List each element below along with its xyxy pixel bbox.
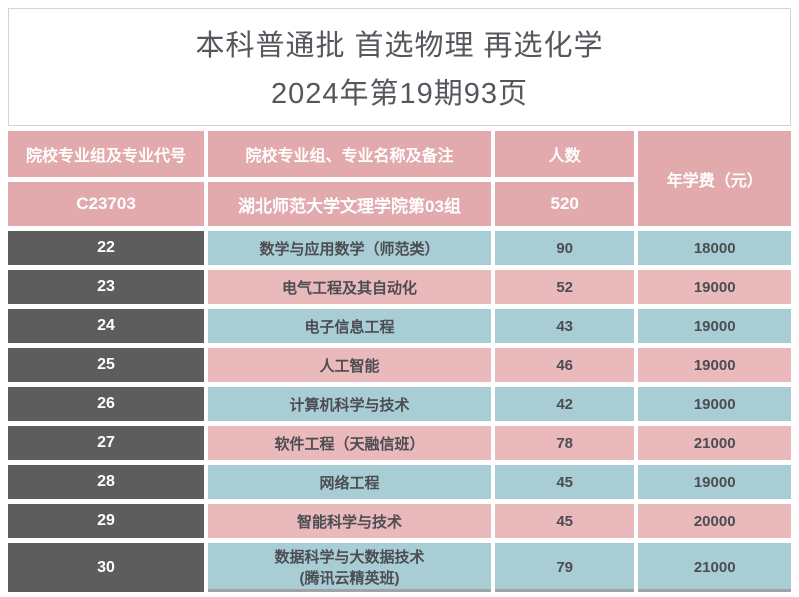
major-code-cell: 22 [8,231,205,265]
major-code-cell: 24 [8,309,205,343]
major-name: 电气工程及其自动化 [281,279,417,297]
major-code-cell: 26 [8,387,205,421]
table-row: 26 计算机科学与技术 42 19000 [8,387,791,421]
table-row: 29 智能科学与技术 45 20000 [8,504,791,538]
count-cell: 52 [494,270,635,304]
count-cell: 90 [494,231,635,265]
group-summary-row: C23703 湖北师范大学文理学院第03组 520 [8,182,791,226]
count-cell: 46 [494,348,635,382]
count-cell: 79 [494,543,635,592]
tuition-cell: 18000 [638,231,791,265]
header-major-name: 院校专业组、专业名称及备注 [208,131,491,177]
count-cell: 43 [494,309,635,343]
major-name-line2: (腾讯云精英班) [299,570,400,587]
group-name: 湖北师范大学文理学院第03组 [208,182,491,226]
count-cell: 45 [494,504,635,538]
major-name: 数据科学与大数据技术 [274,549,425,566]
major-name: 人工智能 [319,357,380,375]
table-header-row: 院校专业组及专业代号 院校专业组、专业名称及备注 人数 年学费（元） [8,131,791,226]
major-name: 计算机科学与技术 [289,396,410,414]
major-name-cell: 数据科学与大数据技术 (腾讯云精英班) [208,543,491,592]
major-name-cell: 智能科学与技术 [208,504,491,538]
major-name-cell: 软件工程（天融信班） [208,426,491,460]
major-name: 智能科学与技术 [296,513,402,531]
page-title-line2: 2024年第19期93页 [270,78,529,110]
major-code-cell: 27 [8,426,205,460]
table-row: 27 软件工程（天融信班） 78 21000 [8,426,791,460]
major-name-cell: 电子信息工程 [208,309,491,343]
count-cell: 42 [494,387,635,421]
tuition-cell: 21000 [638,426,791,460]
major-code-cell: 29 [8,504,205,538]
major-name: 软件工程（天融信班） [274,435,425,453]
tuition-cell: 19000 [638,387,791,421]
major-name: 网络工程 [319,474,380,492]
tuition-cell: 21000 [638,543,791,592]
count-cell: 45 [494,465,635,499]
tuition-cell: 19000 [638,309,791,343]
header-tuition: 年学费（元） [638,131,791,226]
major-code-cell: 25 [8,348,205,382]
table-row: 28 网络工程 45 19000 [8,465,791,499]
major-name-cell: 数学与应用数学（师范类） [208,231,491,265]
table-row: 23 电气工程及其自动化 52 19000 [8,270,791,304]
major-name-cell: 人工智能 [208,348,491,382]
count-cell: 78 [494,426,635,460]
major-code-cell: 28 [8,465,205,499]
major-name-cell: 网络工程 [208,465,491,499]
admissions-table: 院校专业组及专业代号 院校专业组、专业名称及备注 人数 年学费（元） C2370… [4,126,795,597]
major-name-cell: 计算机科学与技术 [208,387,491,421]
table-row: 22 数学与应用数学（师范类） 90 18000 [8,231,791,265]
table-row: 25 人工智能 46 19000 [8,348,791,382]
table-row: 24 电子信息工程 43 19000 [8,309,791,343]
tuition-cell: 19000 [638,270,791,304]
header-group-code: 院校专业组及专业代号 [8,131,205,177]
major-code-cell: 23 [8,270,205,304]
tuition-cell: 20000 [638,504,791,538]
tuition-cell: 19000 [638,348,791,382]
tuition-cell: 19000 [638,465,791,499]
major-name: 数学与应用数学（师范类） [259,240,440,258]
group-code: C23703 [8,182,205,226]
major-name-cell: 电气工程及其自动化 [208,270,491,304]
major-code-cell: 30 [8,543,205,592]
header-count: 人数 [494,131,635,177]
group-count: 520 [494,182,635,226]
major-name: 电子信息工程 [304,318,395,336]
title-box: 本科普通批 首选物理 再选化学 2024年第19期93页 [8,8,791,126]
table-row: 30 数据科学与大数据技术 (腾讯云精英班) 79 21000 [8,543,791,592]
page-title-line1: 本科普通批 首选物理 再选化学 [195,30,604,62]
